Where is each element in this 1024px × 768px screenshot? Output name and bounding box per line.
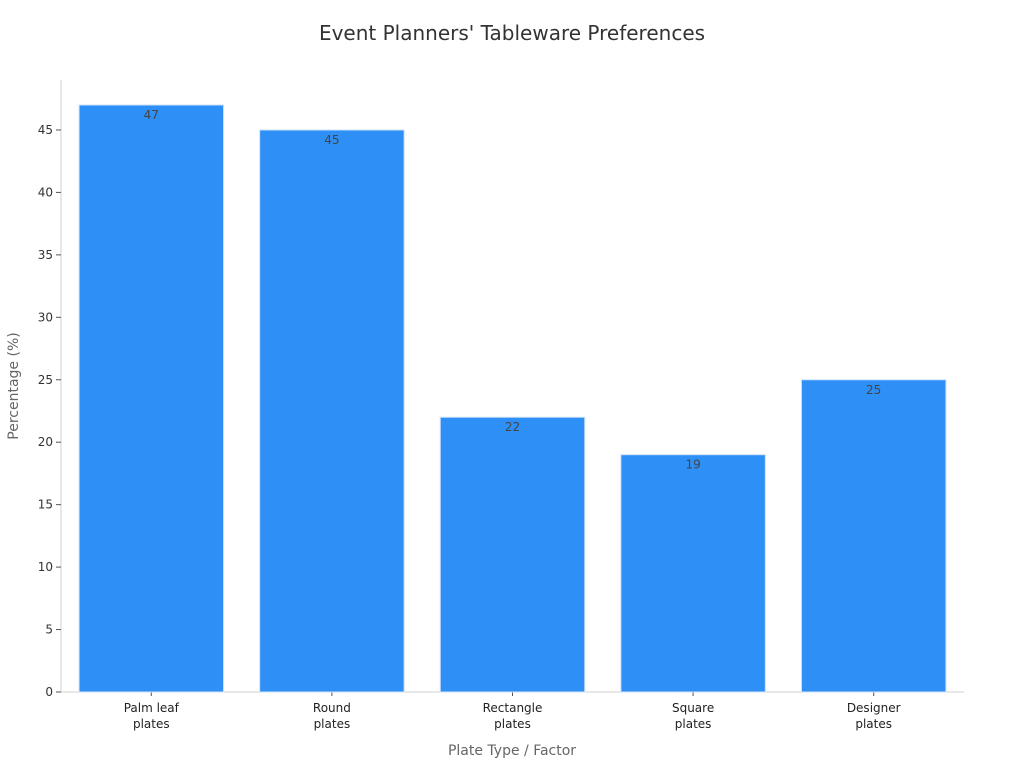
y-tick-label: 0 [45, 685, 53, 699]
x-tick-label: plates [494, 717, 531, 731]
y-tick-label: 40 [38, 185, 53, 199]
x-tick-label: plates [675, 717, 712, 731]
chart-title: Event Planners' Tableware Preferences [319, 21, 705, 45]
y-tick-label: 45 [38, 123, 53, 137]
bar [78, 104, 225, 693]
bar [439, 416, 586, 693]
bar-value-label: 25 [866, 383, 881, 397]
bar-value-label: 22 [505, 420, 520, 434]
y-tick-label: 15 [38, 498, 53, 512]
bar-value-label: 45 [324, 133, 339, 147]
y-tick-label: 20 [38, 435, 53, 449]
x-tick-label: Round [313, 701, 351, 715]
bar-value-label: 47 [144, 108, 159, 122]
y-tick-label: 25 [38, 373, 53, 387]
bar [259, 129, 405, 693]
y-axis: 0 5 10 15 20 25 30 35 40 45 [38, 80, 62, 699]
bar-value-label: 19 [685, 458, 700, 472]
x-tick-label: plates [133, 717, 170, 731]
x-tick-label: Square [672, 701, 714, 715]
x-tick-label: Palm leaf [124, 701, 180, 715]
y-tick-label: 35 [38, 248, 53, 262]
x-tick-label: Rectangle [483, 701, 543, 715]
x-tick-label: Designer [847, 701, 901, 715]
x-axis-title: Plate Type / Factor [448, 743, 576, 759]
x-tick-label: plates [314, 717, 351, 731]
data-labels-group: 47 45 22 19 25 [144, 108, 882, 472]
x-tick-label: plates [855, 717, 892, 731]
bars-group [78, 104, 947, 693]
y-tick-label: 30 [38, 310, 53, 324]
y-tick-label: 10 [38, 560, 53, 574]
bar [800, 379, 947, 693]
bar [620, 454, 766, 693]
y-tick-label: 5 [45, 623, 53, 637]
x-axis: Palm leaf plates Round plates Rectangle plate… [61, 691, 964, 731]
y-axis-title: Percentage (%) [6, 332, 22, 439]
